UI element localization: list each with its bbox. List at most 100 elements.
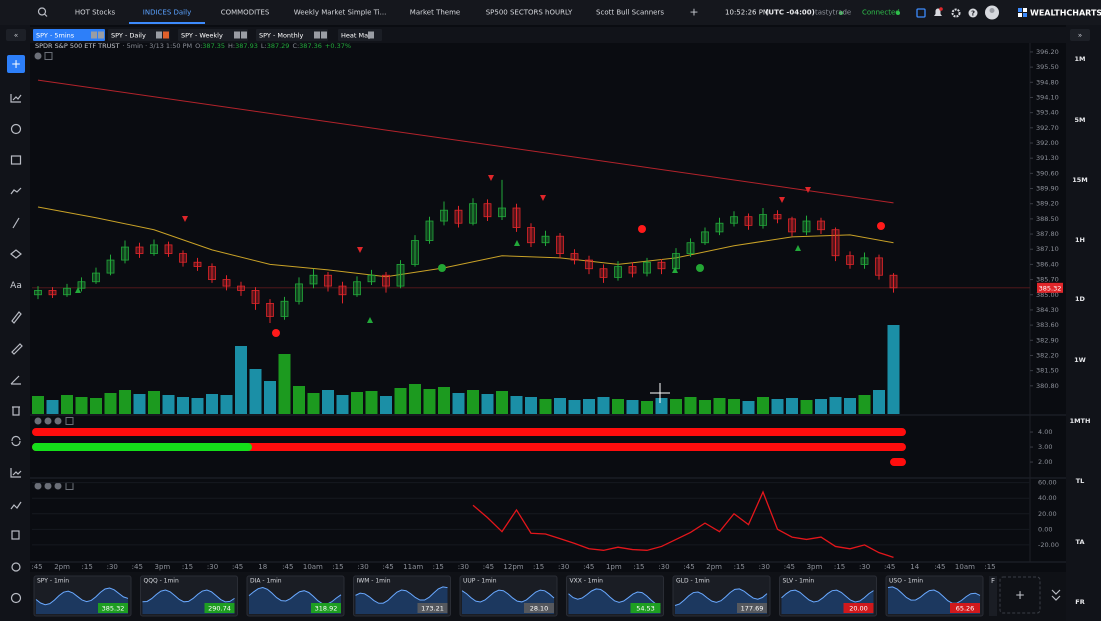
right-panel [1066,25,1101,621]
chart-tab[interactable] [108,29,170,41]
chart-tab-label: SPY - 5mins [36,32,75,40]
collapse-left-button[interactable] [6,29,26,41]
volume-bar [336,395,349,414]
help-button[interactable] [968,8,978,18]
sparkline [781,589,874,603]
trend-tool[interactable] [10,187,22,195]
x-tick-label: :15 [734,563,745,571]
pencil-tool[interactable] [11,311,22,324]
pane-icon[interactable] [65,417,74,425]
settings-button[interactable] [951,8,961,18]
watchlist-expand[interactable] [1051,589,1061,601]
candle-body [164,244,173,254]
y-tick-label: 395.50 [1036,63,1059,71]
candle-body [338,285,347,296]
timeframe-button[interactable]: 1M [1075,55,1086,63]
calendar-tool[interactable] [10,155,22,165]
volume-bar [670,399,682,414]
timeframe-button[interactable]: 1W [1074,356,1086,364]
add-watchlist-button[interactable] [999,576,1041,614]
add-tool-button[interactable] [7,55,25,73]
watchlist-symbol: SLV - 1min [783,578,815,585]
globe-tool[interactable] [10,592,22,604]
volume-bar [800,400,813,414]
workspace-tab[interactable]: SP500 SECTORS hOURLY [486,9,573,17]
ruler-tool[interactable] [11,343,23,355]
pane-icon[interactable] [44,417,52,425]
search-button[interactable] [37,7,48,17]
candle-body [469,203,477,224]
timeframe-button[interactable]: 15M [1072,176,1088,184]
timeframe-button[interactable]: TL [1076,477,1085,485]
pane-icon[interactable] [54,482,62,490]
candle-body [77,281,86,289]
volume-bar [438,387,450,414]
candle-body [686,242,695,254]
indicator-tool[interactable] [10,468,22,478]
timeframe-button[interactable]: 1D [1075,295,1086,303]
strategy-tool[interactable] [10,501,22,510]
pane-icon[interactable] [34,52,42,60]
history-tool[interactable] [10,123,22,135]
line-tool[interactable] [12,217,20,229]
candle-body [672,253,680,270]
add-tab-button[interactable]: + [689,6,698,19]
candle-body [628,266,637,274]
fill-tool[interactable] [10,249,22,259]
pane-icon[interactable] [54,417,62,425]
watchlist-partial-label: F [991,577,995,585]
delete-tool[interactable] [12,406,20,416]
timeframe-button[interactable]: 1MTH [1070,417,1091,425]
chart-tab-label: Heat Map [341,32,372,40]
pane-icon[interactable] [34,417,42,425]
y-tick-label: 388.50 [1036,215,1059,223]
volume-bar [786,398,798,414]
workspace-tab[interactable]: HOT Stocks [75,9,116,17]
volume-bar [742,401,755,414]
volume-bar [554,398,566,414]
collapse-right-button[interactable] [1070,29,1090,41]
workspace-tab[interactable]: INDICES Daily [143,9,191,17]
timeframe-button[interactable]: 1H [1075,236,1085,244]
workspace-tab[interactable]: Market Theme [410,9,460,17]
angle-tool[interactable] [10,375,21,385]
candle-body [425,220,434,241]
copy-tool[interactable] [11,530,20,540]
volume-bar [583,399,595,414]
save-button[interactable] [916,8,926,18]
y-tick-label: 385.00 [1036,291,1059,299]
workspace-tab[interactable]: Scott Bull Scanners [596,9,664,17]
x-tick-label: :45 [784,563,795,571]
pane-icon[interactable] [44,52,53,60]
target-tool[interactable] [11,562,21,572]
chart-type-tool[interactable] [10,94,22,103]
refresh-tool[interactable] [11,435,21,447]
sell-signal [805,187,811,193]
volume-bar [235,346,247,414]
pane-icon[interactable] [44,482,52,490]
candle-body [280,300,289,317]
text-tool[interactable]: Aa [10,281,22,291]
timeframe-button[interactable]: 5M [1075,116,1086,124]
watchlist-symbol: QQQ - 1min [144,578,179,585]
chart-tab[interactable] [178,29,248,41]
candle-body [614,266,622,278]
pane-icon[interactable] [34,482,42,490]
y-tick-label: 385.70 [1036,276,1059,284]
timeframe-button[interactable]: TA [1076,538,1085,546]
volume-bar [626,400,639,414]
watchlist-price: 65.26 [956,605,975,613]
y-tick-label: 382.20 [1036,351,1059,359]
chart-tab-label: SPY - Monthly [259,32,304,40]
signal-strip [890,458,906,467]
y-tick-label: 392.00 [1036,139,1059,147]
chart-tab[interactable] [33,29,105,41]
chart-tab[interactable] [256,29,328,41]
x-tick-label: :45 [934,563,945,571]
workspace-tab[interactable]: COMMODITES [221,9,270,17]
workspace-tab[interactable]: Weekly Market Simple Ti... [294,9,387,17]
timeframe-button[interactable]: FR [1075,598,1084,606]
buy-signal [672,267,678,273]
sparkline [887,586,981,604]
